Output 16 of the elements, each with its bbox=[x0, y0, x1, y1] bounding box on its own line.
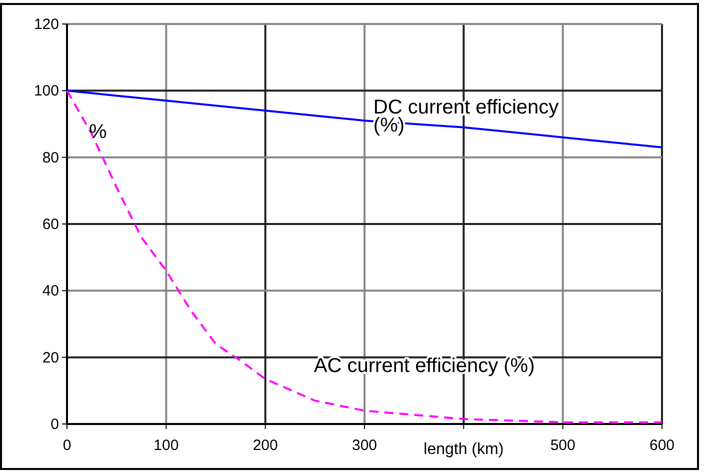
annotation: % bbox=[89, 121, 107, 143]
x-axis-title: length (km) bbox=[424, 441, 504, 458]
y-tick-label: 80 bbox=[42, 149, 59, 166]
y-tick-label: 60 bbox=[42, 216, 59, 233]
x-tick-label: 600 bbox=[649, 437, 675, 454]
y-tick-label: 120 bbox=[34, 16, 59, 33]
y-tick-label: 40 bbox=[42, 282, 59, 300]
y-tick-label: 100 bbox=[34, 82, 59, 100]
y-tick-label: 20 bbox=[42, 349, 59, 366]
line-series bbox=[66, 90, 663, 148]
x-tick-label: 0 bbox=[62, 437, 72, 454]
x-tick-label: 100 bbox=[154, 437, 179, 454]
x-tick-label: 300 bbox=[352, 437, 378, 454]
x-tick-label: 200 bbox=[252, 437, 278, 454]
y-tick-label: 0 bbox=[50, 416, 59, 433]
x-tick-label: 500 bbox=[550, 437, 576, 454]
